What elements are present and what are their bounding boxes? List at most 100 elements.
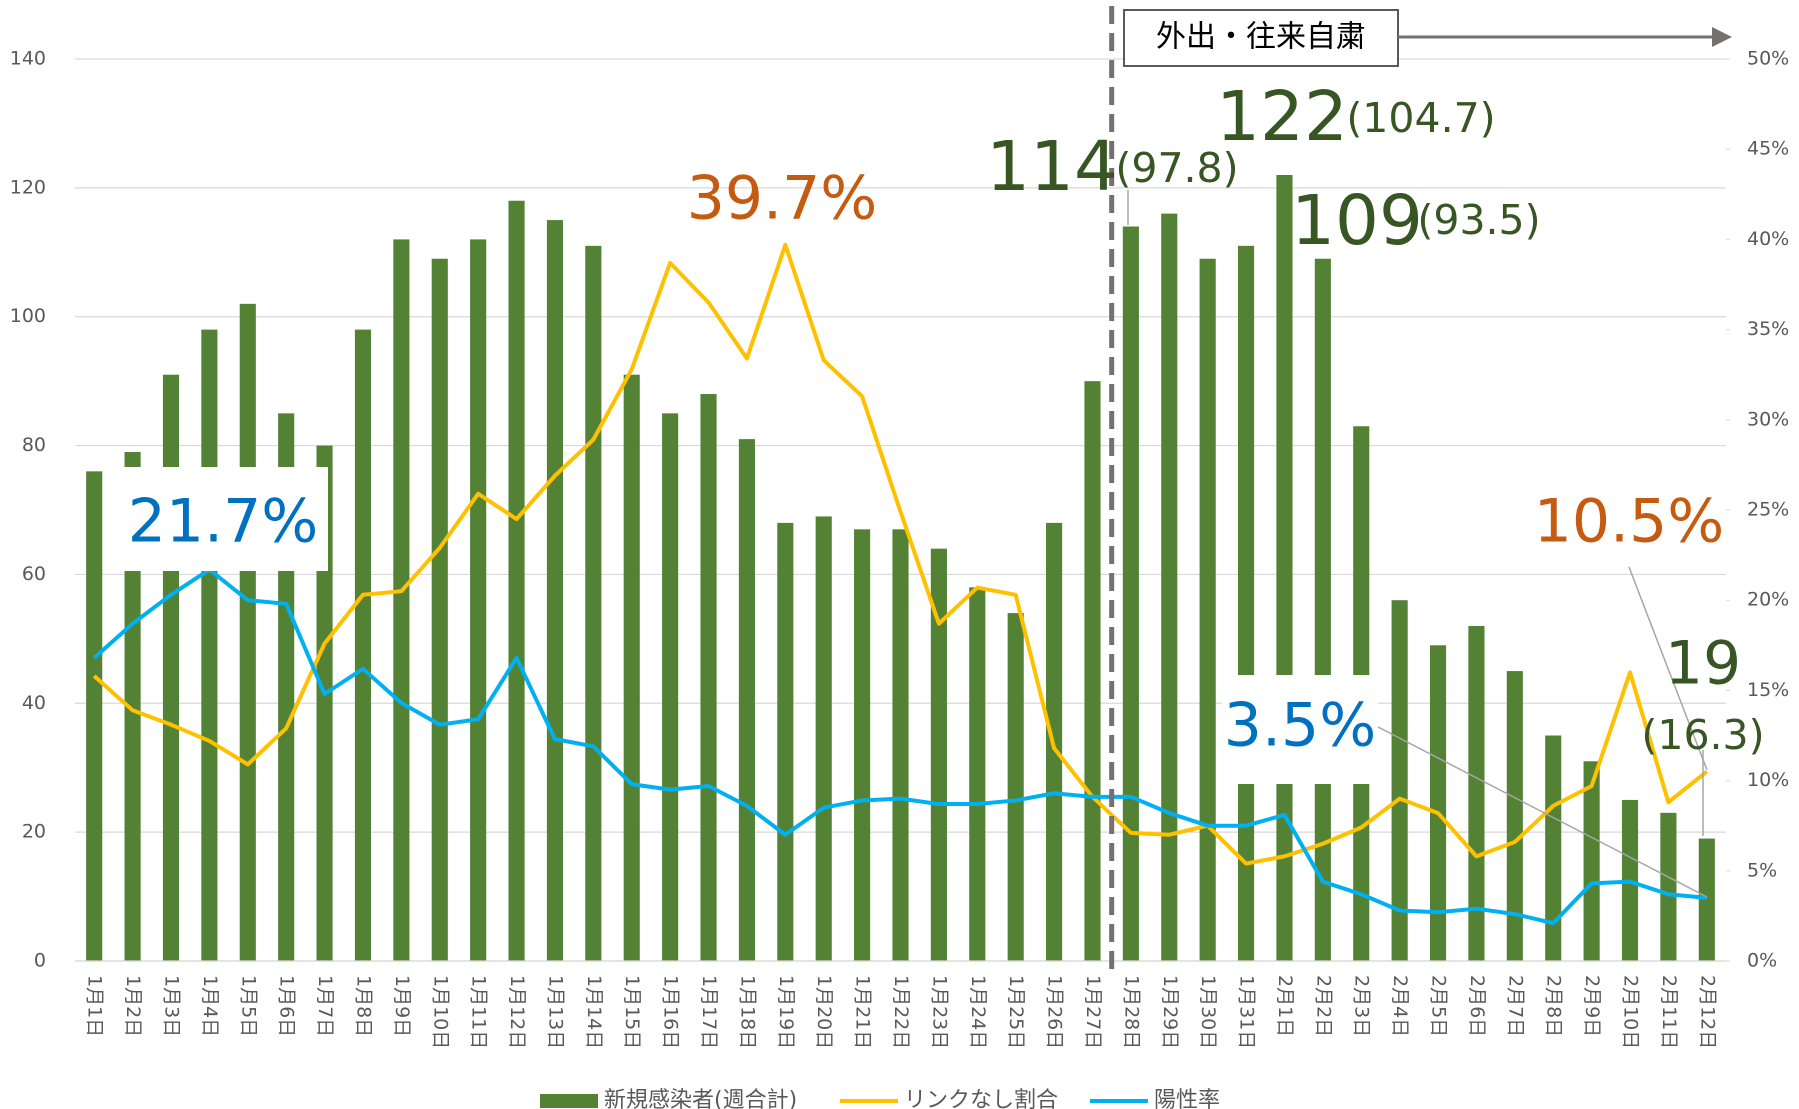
annotation: 19: [1665, 629, 1741, 699]
label-bg: [1222, 675, 1378, 784]
bar: [162, 374, 180, 961]
bar: [623, 374, 640, 961]
x-tick-label: 2月5日: [1428, 975, 1450, 1037]
period-label: 外出・往来自粛: [1156, 20, 1366, 55]
bar: [1583, 761, 1600, 961]
bar: [393, 239, 410, 961]
x-tick-label: 1月29日: [1159, 975, 1181, 1049]
y-tick-label: 140: [10, 48, 46, 70]
x-tick-label: 1月10日: [429, 975, 451, 1049]
bar: [1237, 245, 1255, 962]
x-tick-label: 1月23日: [928, 975, 950, 1049]
bar: [662, 413, 679, 961]
x-tick-label: 1月26日: [1044, 975, 1066, 1049]
legend-label: 陽性率: [1154, 1088, 1220, 1109]
period-arrowhead: [1712, 27, 1732, 47]
x-tick-label: 2月9日: [1581, 975, 1603, 1037]
x-tick-label: 1月9日: [391, 975, 413, 1037]
bar: [738, 439, 755, 962]
annotation: (93.5): [1417, 196, 1540, 244]
x-tick-label: 1月31日: [1236, 975, 1258, 1049]
y-tick-label: 120: [10, 176, 46, 198]
bar: [1429, 645, 1447, 961]
x-tick-label: 2月8日: [1543, 975, 1565, 1037]
bar: [431, 258, 448, 961]
bar: [201, 329, 218, 962]
bar: [1276, 174, 1293, 961]
annotation: 114: [986, 127, 1118, 207]
bar: [1161, 213, 1178, 962]
x-tick-label: 1月21日: [852, 975, 874, 1049]
legend-label: リンクなし割合: [904, 1088, 1058, 1109]
label-bg: [115, 467, 328, 571]
bar: [777, 522, 794, 961]
bar: [1007, 613, 1024, 961]
y2-tick-label: 40%: [1747, 228, 1789, 250]
x-tick-label: 1月16日: [660, 975, 682, 1049]
bar: [1084, 381, 1101, 962]
y-tick-label: 0: [34, 950, 46, 972]
bar: [1468, 625, 1485, 961]
x-tick-label: 1月20日: [813, 975, 835, 1049]
annotation: (104.7): [1346, 94, 1495, 142]
bar: [86, 471, 103, 961]
bar: [470, 239, 487, 961]
annotation: 21.7%: [128, 487, 319, 557]
annotation: 3.5%: [1224, 691, 1376, 761]
x-tick-label: 1月1日: [84, 975, 106, 1037]
leader-line: [1377, 726, 1708, 898]
bar: [239, 303, 256, 961]
annotation: 109: [1291, 181, 1423, 261]
x-tick-label: 1月13日: [544, 975, 566, 1049]
x-tick-label: 1月5日: [237, 975, 259, 1037]
x-tick-label: 1月3日: [160, 975, 182, 1037]
bar: [1545, 735, 1562, 961]
bar: [930, 548, 947, 961]
x-tick-label: 2月4日: [1389, 975, 1411, 1037]
y-tick-label: 60: [22, 563, 46, 585]
y-tick-label: 80: [22, 434, 46, 456]
x-tick-label: 1月19日: [775, 975, 797, 1049]
bar: [892, 529, 909, 961]
y2-tick-label: 15%: [1747, 679, 1789, 701]
bar: [1391, 600, 1408, 961]
y2-tick-label: 45%: [1747, 138, 1789, 160]
bar: [316, 445, 333, 962]
bar: [124, 452, 141, 961]
x-tick-label: 1月14日: [583, 975, 605, 1049]
x-tick-label: 1月28日: [1120, 975, 1142, 1049]
line: [92, 242, 1709, 866]
x-tick-label: 1月24日: [967, 975, 989, 1049]
y2-tick-label: 20%: [1747, 589, 1789, 611]
leader-line: [1628, 566, 1708, 771]
y2-tick-label: 10%: [1747, 769, 1789, 791]
bar: [700, 394, 717, 961]
x-tick-label: 1月7日: [314, 975, 336, 1037]
x-tick-label: 1月30日: [1197, 975, 1219, 1049]
bar: [1122, 226, 1139, 961]
legend-swatch: [540, 1094, 598, 1108]
x-tick-label: 2月10日: [1620, 975, 1642, 1049]
y2-tick-label: 0%: [1747, 950, 1777, 972]
x-tick-label: 1月6日: [276, 975, 298, 1037]
bar: [1698, 838, 1715, 961]
bar: [1506, 671, 1523, 961]
y2-tick-label: 35%: [1747, 318, 1789, 340]
line: [92, 567, 1707, 926]
x-tick-label: 1月18日: [736, 975, 758, 1049]
bar: [854, 529, 871, 961]
x-tick-label: 1月27日: [1082, 975, 1104, 1049]
x-tick-label: 1月15日: [621, 975, 643, 1049]
y2-tick-label: 25%: [1747, 499, 1789, 521]
x-tick-label: 2月6日: [1466, 975, 1488, 1037]
x-tick-label: 2月7日: [1504, 975, 1526, 1037]
x-tick-label: 2月12日: [1696, 975, 1718, 1049]
annotation: 122: [1216, 77, 1348, 157]
bar: [1199, 258, 1216, 961]
y2-tick-label: 50%: [1747, 48, 1789, 70]
y2-tick-label: 5%: [1747, 859, 1777, 881]
x-tick-label: 1月25日: [1005, 975, 1027, 1049]
x-tick-label: 1月22日: [890, 975, 912, 1049]
x-tick-label: 1月2日: [122, 975, 144, 1037]
